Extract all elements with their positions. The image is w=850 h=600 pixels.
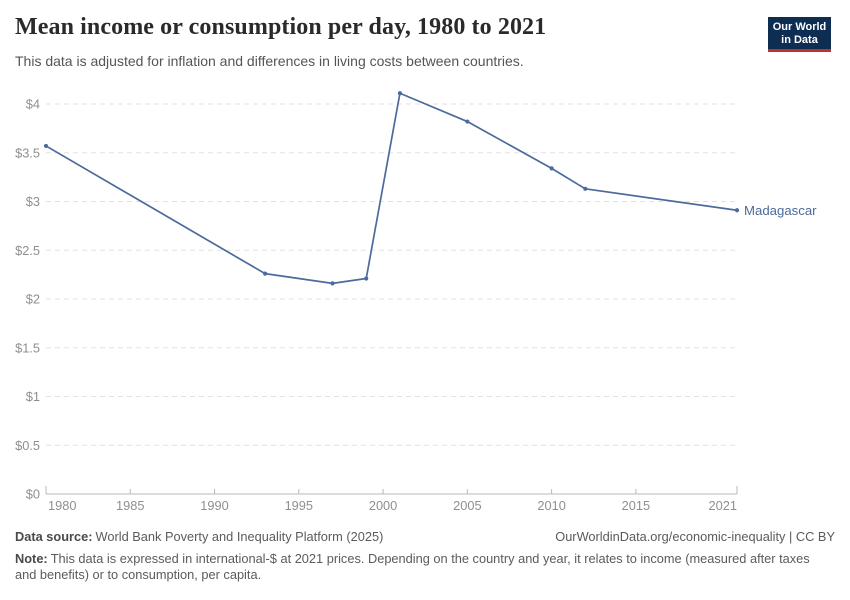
data-point[interactable] [465, 119, 470, 124]
x-tick-label: 2021 [709, 498, 737, 513]
y-tick-label: $2.5 [15, 243, 40, 258]
x-tick-label: 1995 [285, 498, 313, 513]
y-tick-label: $1 [26, 389, 40, 404]
y-tick-label: $3 [26, 194, 40, 209]
chart-subtitle: This data is adjusted for inflation and … [15, 53, 524, 69]
chart-footer: Data source: World Bank Poverty and Inequ… [15, 529, 835, 544]
data-source-label: Data source: [15, 529, 93, 544]
owid-logo[interactable]: Our World in Data [768, 17, 831, 52]
data-point[interactable] [364, 276, 369, 281]
x-tick-label: 2000 [369, 498, 397, 513]
y-tick-label: $3.5 [15, 145, 40, 160]
note-text: This data is expressed in international-… [15, 551, 810, 583]
data-source-value: World Bank Poverty and Inequality Platfo… [95, 529, 384, 544]
x-tick-label: 1980 [48, 498, 76, 513]
logo-line2: in Data [781, 33, 818, 46]
data-point[interactable] [43, 143, 49, 149]
y-tick-label: $1.5 [15, 340, 40, 355]
note-label: Note: [15, 551, 48, 566]
data-point[interactable] [734, 208, 740, 213]
data-point[interactable] [583, 186, 588, 191]
citation-link[interactable]: OurWorldinData.org/economic-inequality |… [555, 529, 835, 544]
y-tick-label: $0.5 [15, 438, 40, 453]
y-tick-label: $0 [26, 487, 40, 502]
data-point[interactable] [262, 271, 268, 276]
y-tick-label: $2 [26, 292, 40, 307]
x-tick-label: 2005 [453, 498, 481, 513]
y-tick-label: $4 [26, 97, 40, 112]
data-point[interactable] [397, 91, 403, 96]
page-title: Mean income or consumption per day, 1980… [15, 14, 547, 40]
data-point[interactable] [330, 281, 335, 286]
x-tick-label: 1985 [116, 498, 144, 513]
logo-line1: Our World [772, 21, 827, 33]
x-tick-label: 2015 [622, 498, 650, 513]
x-tick-label: 1990 [200, 498, 228, 513]
data-source: Data source: World Bank Poverty and Inequ… [15, 529, 383, 544]
series-line-madagascar[interactable] [45, 92, 738, 285]
x-tick-label: 2010 [537, 498, 565, 513]
data-point[interactable] [549, 166, 554, 171]
series-label-madagascar[interactable]: Madagascar [744, 203, 817, 218]
chart-canvas: $0 $0.5 $1 $1.5 $2 $2.5 $3 $3.5 $4 1980 1985 1990 19… [15, 91, 817, 513]
note: Note: This data is expressed in internati… [15, 551, 833, 584]
